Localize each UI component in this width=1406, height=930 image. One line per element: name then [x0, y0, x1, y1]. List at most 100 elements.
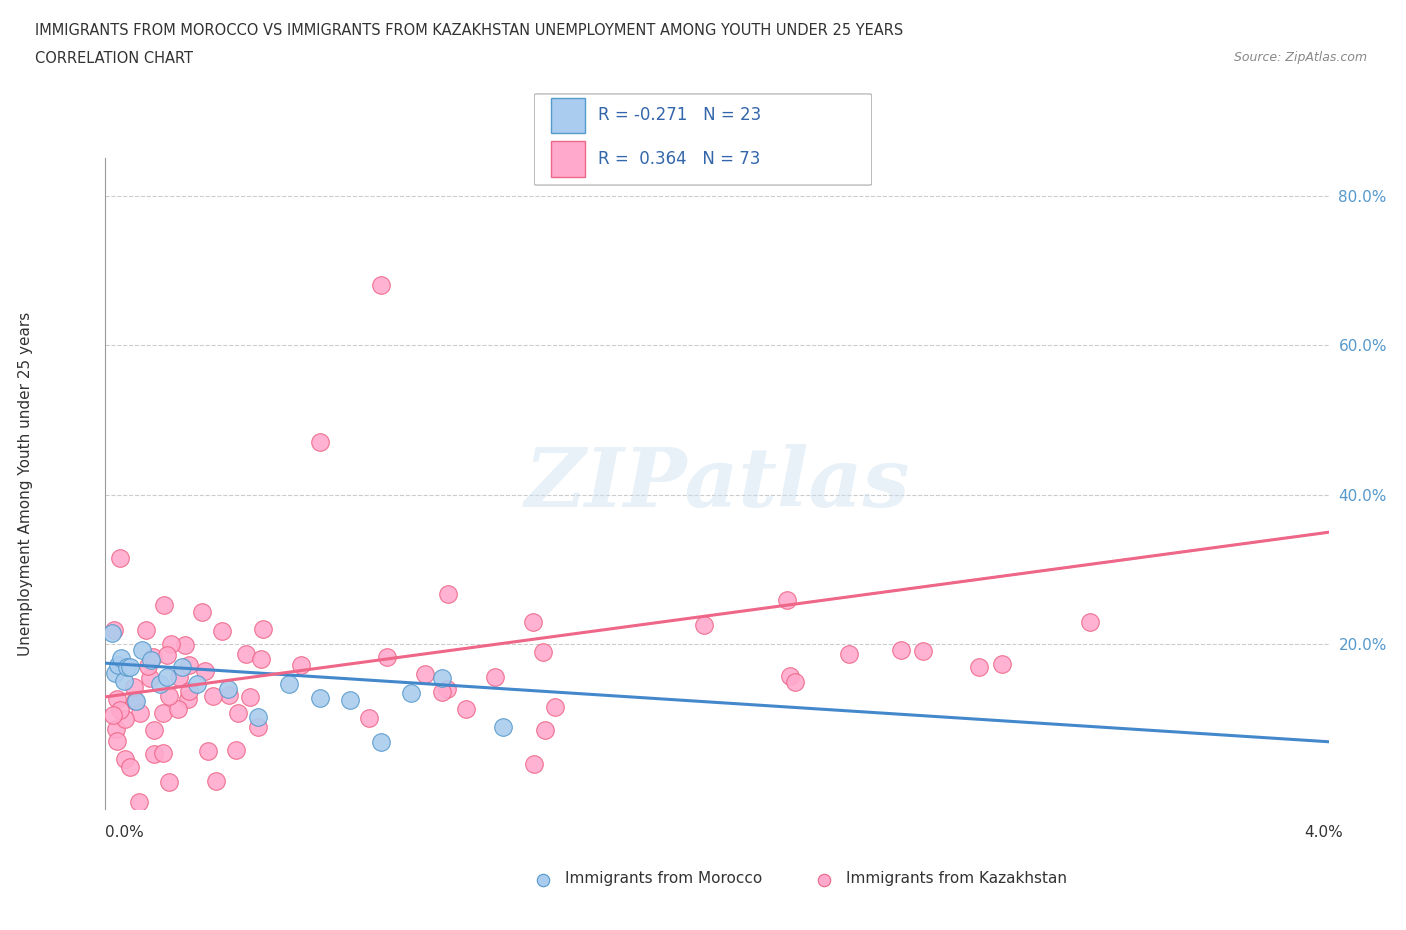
Point: [239, 689, 262, 704]
Point: [911, 644, 934, 658]
Point: [177, 684, 200, 698]
Point: [290, 658, 312, 672]
Point: [136, 658, 159, 673]
Point: [531, 872, 554, 887]
Point: [197, 744, 219, 759]
Point: [110, 551, 132, 565]
Point: [401, 685, 423, 700]
Point: [110, 651, 132, 666]
Point: [152, 706, 174, 721]
Point: [122, 680, 145, 695]
Point: [129, 705, 152, 720]
Point: [118, 660, 141, 675]
Point: [375, 649, 398, 664]
Text: R =  0.364   N = 73: R = 0.364 N = 73: [599, 150, 761, 168]
Point: [247, 720, 270, 735]
Text: 0.0%: 0.0%: [105, 825, 145, 840]
Point: [339, 693, 361, 708]
Text: 4.0%: 4.0%: [1303, 825, 1343, 840]
Point: [186, 676, 208, 691]
Point: [890, 643, 912, 658]
Text: CORRELATION CHART: CORRELATION CHART: [35, 51, 193, 66]
Point: [484, 670, 506, 684]
Point: [191, 604, 214, 619]
Point: [101, 708, 124, 723]
Point: [128, 794, 150, 809]
Point: [308, 690, 330, 705]
Point: [156, 647, 179, 662]
Point: [247, 709, 270, 724]
Point: [149, 677, 172, 692]
Point: [779, 669, 801, 684]
Point: [160, 637, 183, 652]
Point: [107, 658, 129, 672]
Point: [430, 684, 453, 699]
Point: [157, 775, 180, 790]
Point: [179, 658, 201, 672]
Point: [139, 671, 162, 685]
Point: [211, 623, 233, 638]
Point: [454, 701, 477, 716]
Point: [141, 652, 163, 667]
Text: Unemployment Among Youth under 25 years: Unemployment Among Youth under 25 years: [18, 312, 32, 656]
Point: [114, 711, 136, 726]
Point: [169, 670, 191, 684]
Point: [776, 593, 799, 608]
Text: IMMIGRANTS FROM MOROCCO VS IMMIGRANTS FROM KAZAKHSTAN UNEMPLOYMENT AMONG YOUTH U: IMMIGRANTS FROM MOROCCO VS IMMIGRANTS FR…: [35, 23, 904, 38]
Point: [105, 734, 128, 749]
Point: [143, 747, 166, 762]
Point: [533, 644, 555, 659]
Text: Source: ZipAtlas.com: Source: ZipAtlas.com: [1233, 51, 1367, 64]
Point: [533, 723, 555, 737]
Point: [170, 659, 193, 674]
Point: [118, 759, 141, 774]
Point: [167, 701, 190, 716]
Point: [114, 752, 136, 767]
Point: [110, 702, 132, 717]
Point: [152, 746, 174, 761]
Point: [785, 674, 807, 689]
Text: Immigrants from Kazakhstan: Immigrants from Kazakhstan: [846, 871, 1067, 886]
Text: Immigrants from Morocco: Immigrants from Morocco: [565, 871, 762, 886]
Point: [492, 719, 515, 734]
FancyBboxPatch shape: [551, 141, 585, 177]
Point: [235, 646, 257, 661]
Point: [115, 659, 138, 674]
Point: [359, 711, 381, 725]
Point: [142, 650, 165, 665]
Point: [201, 688, 224, 703]
Point: [131, 643, 153, 658]
Point: [544, 700, 567, 715]
Point: [415, 667, 437, 682]
Point: [813, 872, 835, 887]
Point: [177, 691, 200, 706]
Point: [143, 723, 166, 737]
Point: [308, 435, 330, 450]
Point: [278, 677, 301, 692]
Point: [370, 735, 392, 750]
Point: [112, 673, 135, 688]
Point: [153, 598, 176, 613]
Point: [225, 742, 247, 757]
Point: [125, 694, 148, 709]
Point: [100, 625, 122, 640]
FancyBboxPatch shape: [551, 98, 585, 133]
Point: [991, 657, 1014, 671]
FancyBboxPatch shape: [534, 94, 872, 185]
Point: [693, 618, 716, 632]
Point: [105, 692, 128, 707]
Point: [523, 757, 546, 772]
Point: [437, 586, 460, 601]
Point: [967, 659, 990, 674]
Point: [250, 652, 273, 667]
Point: [430, 671, 453, 685]
Point: [194, 664, 217, 679]
Point: [205, 774, 228, 789]
Point: [103, 623, 125, 638]
Point: [522, 615, 544, 630]
Point: [218, 688, 240, 703]
Point: [157, 689, 180, 704]
Point: [104, 666, 127, 681]
Point: [252, 621, 274, 636]
Point: [135, 622, 157, 637]
